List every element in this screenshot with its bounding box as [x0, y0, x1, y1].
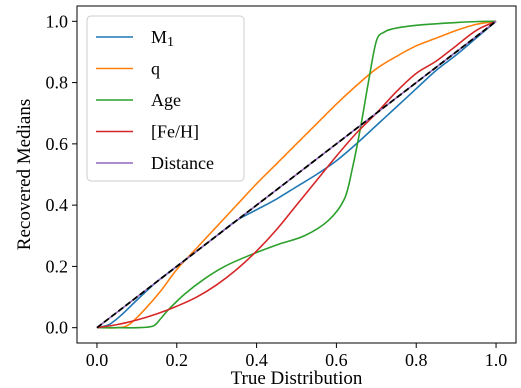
x-tick-label: 0.0	[86, 350, 109, 370]
y-axis-label: Recovered Medians	[14, 99, 35, 250]
legend-label: Distance	[151, 153, 214, 173]
y-tick-label: 1.0	[46, 11, 69, 31]
series-line-m	[96, 20, 497, 329]
legend-label: Age	[151, 90, 181, 110]
y-tick-label: 0.0	[46, 318, 69, 338]
y-axis-ticks: 0.0 0.2 0.4 0.6 0.8 1.0	[46, 11, 77, 338]
x-tick-label: 0.8	[405, 350, 428, 370]
legend-label: [Fe/H]	[151, 122, 199, 142]
legend-label: M1	[151, 27, 174, 50]
y-tick-label: 0.6	[46, 134, 69, 154]
plot-lines	[96, 20, 497, 329]
y-tick-label: 0.4	[46, 195, 69, 215]
series-line-q	[96, 20, 497, 329]
series-line-age	[96, 20, 497, 329]
x-tick-label: 1.0	[485, 350, 508, 370]
x-tick-label: 0.4	[245, 350, 268, 370]
axes-frame	[76, 5, 517, 344]
y-tick-label: 0.8	[46, 73, 69, 93]
legend: M1 q Age [Fe/H] Distance	[86, 15, 245, 182]
series-line-fe-h	[96, 20, 497, 329]
series-line-reference	[96, 20, 497, 329]
legend-label: q	[151, 59, 160, 79]
y-tick-label: 0.2	[46, 256, 69, 276]
x-tick-label: 0.6	[325, 350, 348, 370]
x-axis-ticks: 0.0 0.2 0.4 0.6 0.8 1.0	[86, 343, 508, 370]
x-tick-label: 0.2	[166, 350, 189, 370]
legend-box	[86, 15, 245, 182]
x-axis-label: True Distribution	[231, 368, 363, 388]
